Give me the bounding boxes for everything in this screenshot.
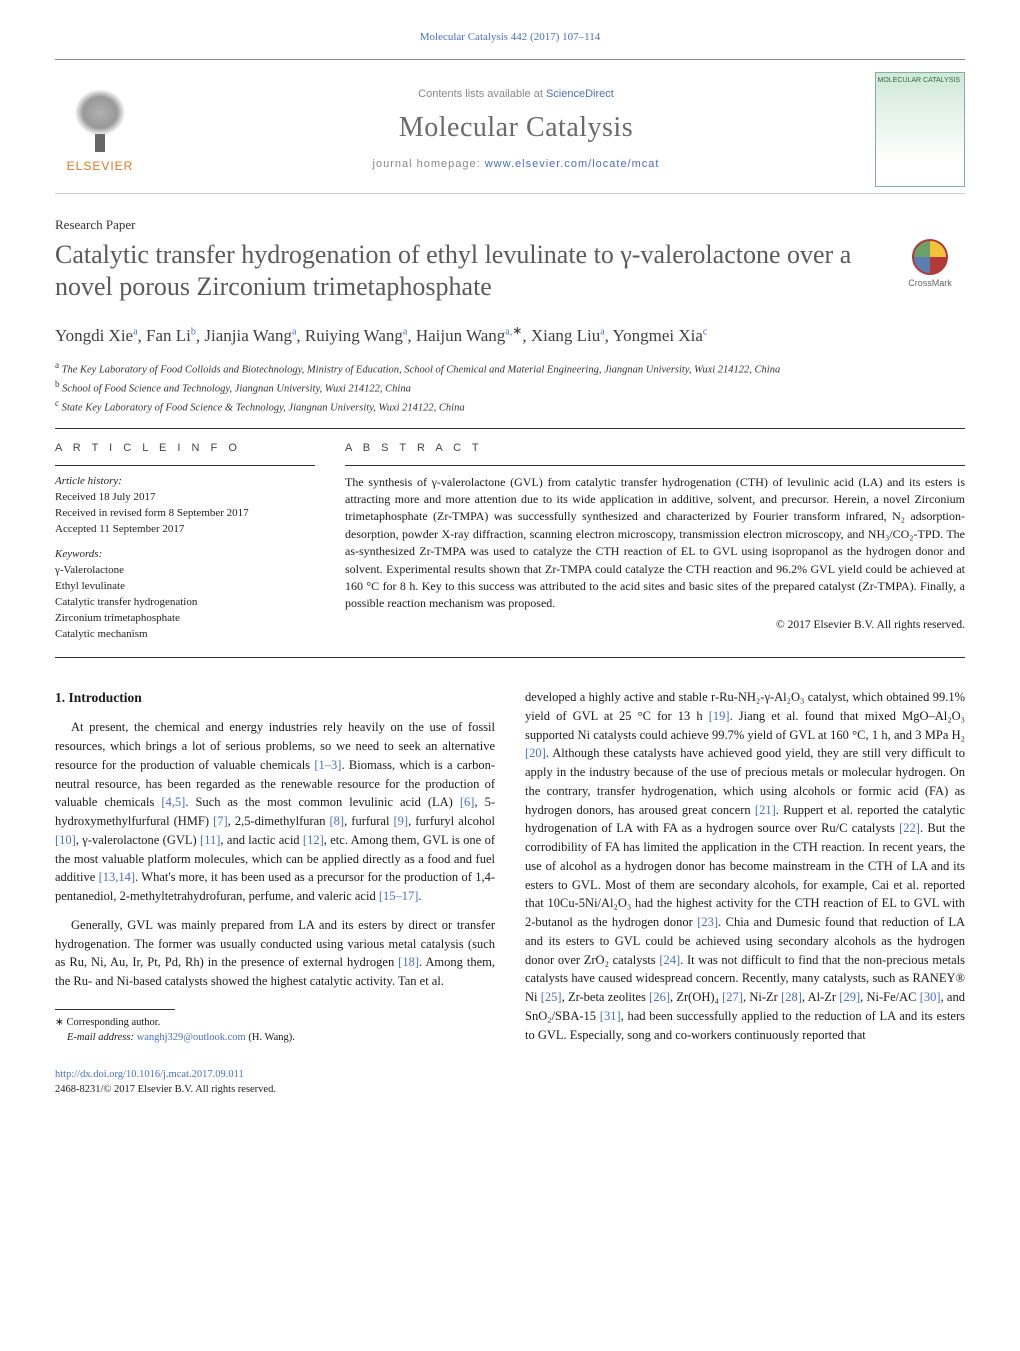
section-rule	[55, 428, 965, 429]
affiliation: b School of Food Science and Technology,…	[55, 378, 965, 397]
body-rule	[55, 657, 965, 658]
received-date: Received 18 July 2017	[55, 490, 315, 506]
affiliations: a The Key Laboratory of Food Colloids an…	[55, 359, 965, 417]
citation-link[interactable]: [4,5]	[161, 795, 185, 809]
crossmark-label: CrossMark	[895, 277, 965, 290]
abstract-head: A B S T R A C T	[345, 441, 965, 456]
crossmark-icon	[912, 239, 948, 275]
keyword: Catalytic mechanism	[55, 627, 315, 643]
abstract-copyright: © 2017 Elsevier B.V. All rights reserved…	[345, 617, 965, 633]
author[interactable]: Ruiying Wanga	[305, 326, 407, 345]
author[interactable]: Yongdi Xiea	[55, 326, 138, 345]
history-head: Article history:	[55, 474, 315, 490]
author[interactable]: Yongmei Xiac	[613, 326, 708, 345]
article-history: Article history: Received 18 July 2017 R…	[55, 474, 315, 643]
keywords-head: Keywords:	[55, 547, 315, 563]
masthead: ELSEVIER Contents lists available at Sci…	[55, 62, 965, 194]
citation-link[interactable]: [12]	[303, 833, 324, 847]
citation-link[interactable]: [24]	[659, 953, 680, 967]
author[interactable]: Fan Lib	[146, 326, 196, 345]
citation-link[interactable]: [11]	[200, 833, 220, 847]
citation-link[interactable]: [22]	[899, 821, 920, 835]
doi-link[interactable]: http://dx.doi.org/10.1016/j.mcat.2017.09…	[55, 1069, 244, 1080]
body-paragraph: Generally, GVL was mainly prepared from …	[55, 916, 495, 991]
author[interactable]: Haijun Wanga,∗	[416, 326, 522, 345]
revised-date: Received in revised form 8 September 201…	[55, 506, 315, 522]
keyword: Zirconium trimetaphosphate	[55, 611, 315, 627]
contents-line: Contents lists available at ScienceDirec…	[157, 87, 875, 102]
email-link[interactable]: wanghj329@outlook.com	[137, 1032, 246, 1043]
paper-title: Catalytic transfer hydrogenation of ethy…	[55, 239, 883, 304]
body-columns: 1. Introduction At present, the chemical…	[55, 688, 965, 1054]
body-paragraph: developed a highly active and stable r-R…	[525, 688, 965, 1044]
affiliation: a The Key Laboratory of Food Colloids an…	[55, 359, 965, 378]
citation-link[interactable]: [31]	[600, 1009, 621, 1023]
journal-name: Molecular Catalysis	[157, 108, 875, 147]
affiliation: c State Key Laboratory of Food Science &…	[55, 397, 965, 416]
elsevier-logo[interactable]: ELSEVIER	[55, 85, 145, 175]
page-footer: http://dx.doi.org/10.1016/j.mcat.2017.09…	[55, 1068, 965, 1097]
footnote-rule	[55, 1009, 175, 1010]
citation-link[interactable]: [19]	[709, 709, 730, 723]
journal-cover-thumb[interactable]: MOLECULAR CATALYSIS	[875, 72, 965, 187]
citation-link[interactable]: [29]	[839, 990, 860, 1004]
citation-link[interactable]: [30]	[920, 990, 941, 1004]
email-who: (H. Wang).	[248, 1032, 295, 1043]
keyword: Catalytic transfer hydrogenation	[55, 595, 315, 611]
citation-link[interactable]: [21]	[755, 803, 776, 817]
running-header-link[interactable]: Molecular Catalysis 442 (2017) 107–114	[420, 31, 600, 43]
citation-link[interactable]: [28]	[781, 990, 802, 1004]
keyword: Ethyl levulinate	[55, 579, 315, 595]
top-rule	[55, 59, 965, 60]
accepted-date: Accepted 11 September 2017	[55, 522, 315, 538]
crossmark-badge[interactable]: CrossMark	[895, 239, 965, 290]
body-paragraph: At present, the chemical and energy indu…	[55, 718, 495, 906]
citation-link[interactable]: [15–17]	[379, 889, 419, 903]
abstract-text: The synthesis of γ-valerolactone (GVL) f…	[345, 474, 965, 613]
abstract-rule	[345, 465, 965, 466]
corr-label: Corresponding author.	[66, 1017, 160, 1028]
citation-link[interactable]: [18]	[398, 955, 419, 969]
email-label: E-mail address:	[67, 1032, 134, 1043]
homepage-link[interactable]: www.elsevier.com/locate/mcat	[485, 158, 660, 170]
homepage-pre: journal homepage:	[373, 158, 485, 170]
citation-link[interactable]: [26]	[649, 990, 670, 1004]
citation-link[interactable]: [7]	[213, 814, 228, 828]
cover-label: MOLECULAR CATALYSIS	[878, 77, 960, 85]
article-info-head: A R T I C L E I N F O	[55, 441, 315, 456]
section-heading: 1. Introduction	[55, 688, 495, 708]
citation-link[interactable]: [25]	[541, 990, 562, 1004]
citation-link[interactable]: [20]	[525, 746, 546, 760]
author[interactable]: Xiang Liua	[531, 326, 605, 345]
citation-link[interactable]: [13,14]	[99, 870, 135, 884]
sciencedirect-link[interactable]: ScienceDirect	[546, 88, 614, 100]
footnotes: ∗ Corresponding author. E-mail address: …	[55, 1016, 495, 1045]
corr-marker: ∗	[55, 1017, 64, 1028]
authors: Yongdi Xiea, Fan Lib, Jianjia Wanga, Rui…	[55, 322, 965, 349]
keyword: γ-Valerolactone	[55, 563, 315, 579]
citation-link[interactable]: [23]	[697, 915, 718, 929]
paper-type: Research Paper	[55, 216, 965, 234]
citation-link[interactable]: [10]	[55, 833, 76, 847]
citation-link[interactable]: [8]	[330, 814, 345, 828]
citation-link[interactable]: [1–3]	[314, 758, 341, 772]
info-rule	[55, 465, 315, 466]
contents-line-pre: Contents lists available at	[418, 88, 546, 100]
citation-link[interactable]: [6]	[460, 795, 475, 809]
author[interactable]: Jianjia Wanga	[204, 326, 296, 345]
running-header: Molecular Catalysis 442 (2017) 107–114	[55, 30, 965, 45]
elsevier-tree-icon	[70, 85, 130, 140]
homepage-line: journal homepage: www.elsevier.com/locat…	[157, 157, 875, 172]
issn-line: 2468-8231/© 2017 Elsevier B.V. All right…	[55, 1084, 276, 1095]
citation-link[interactable]: [9]	[394, 814, 409, 828]
elsevier-brand: ELSEVIER	[67, 158, 134, 175]
citation-link[interactable]: [27]	[722, 990, 743, 1004]
